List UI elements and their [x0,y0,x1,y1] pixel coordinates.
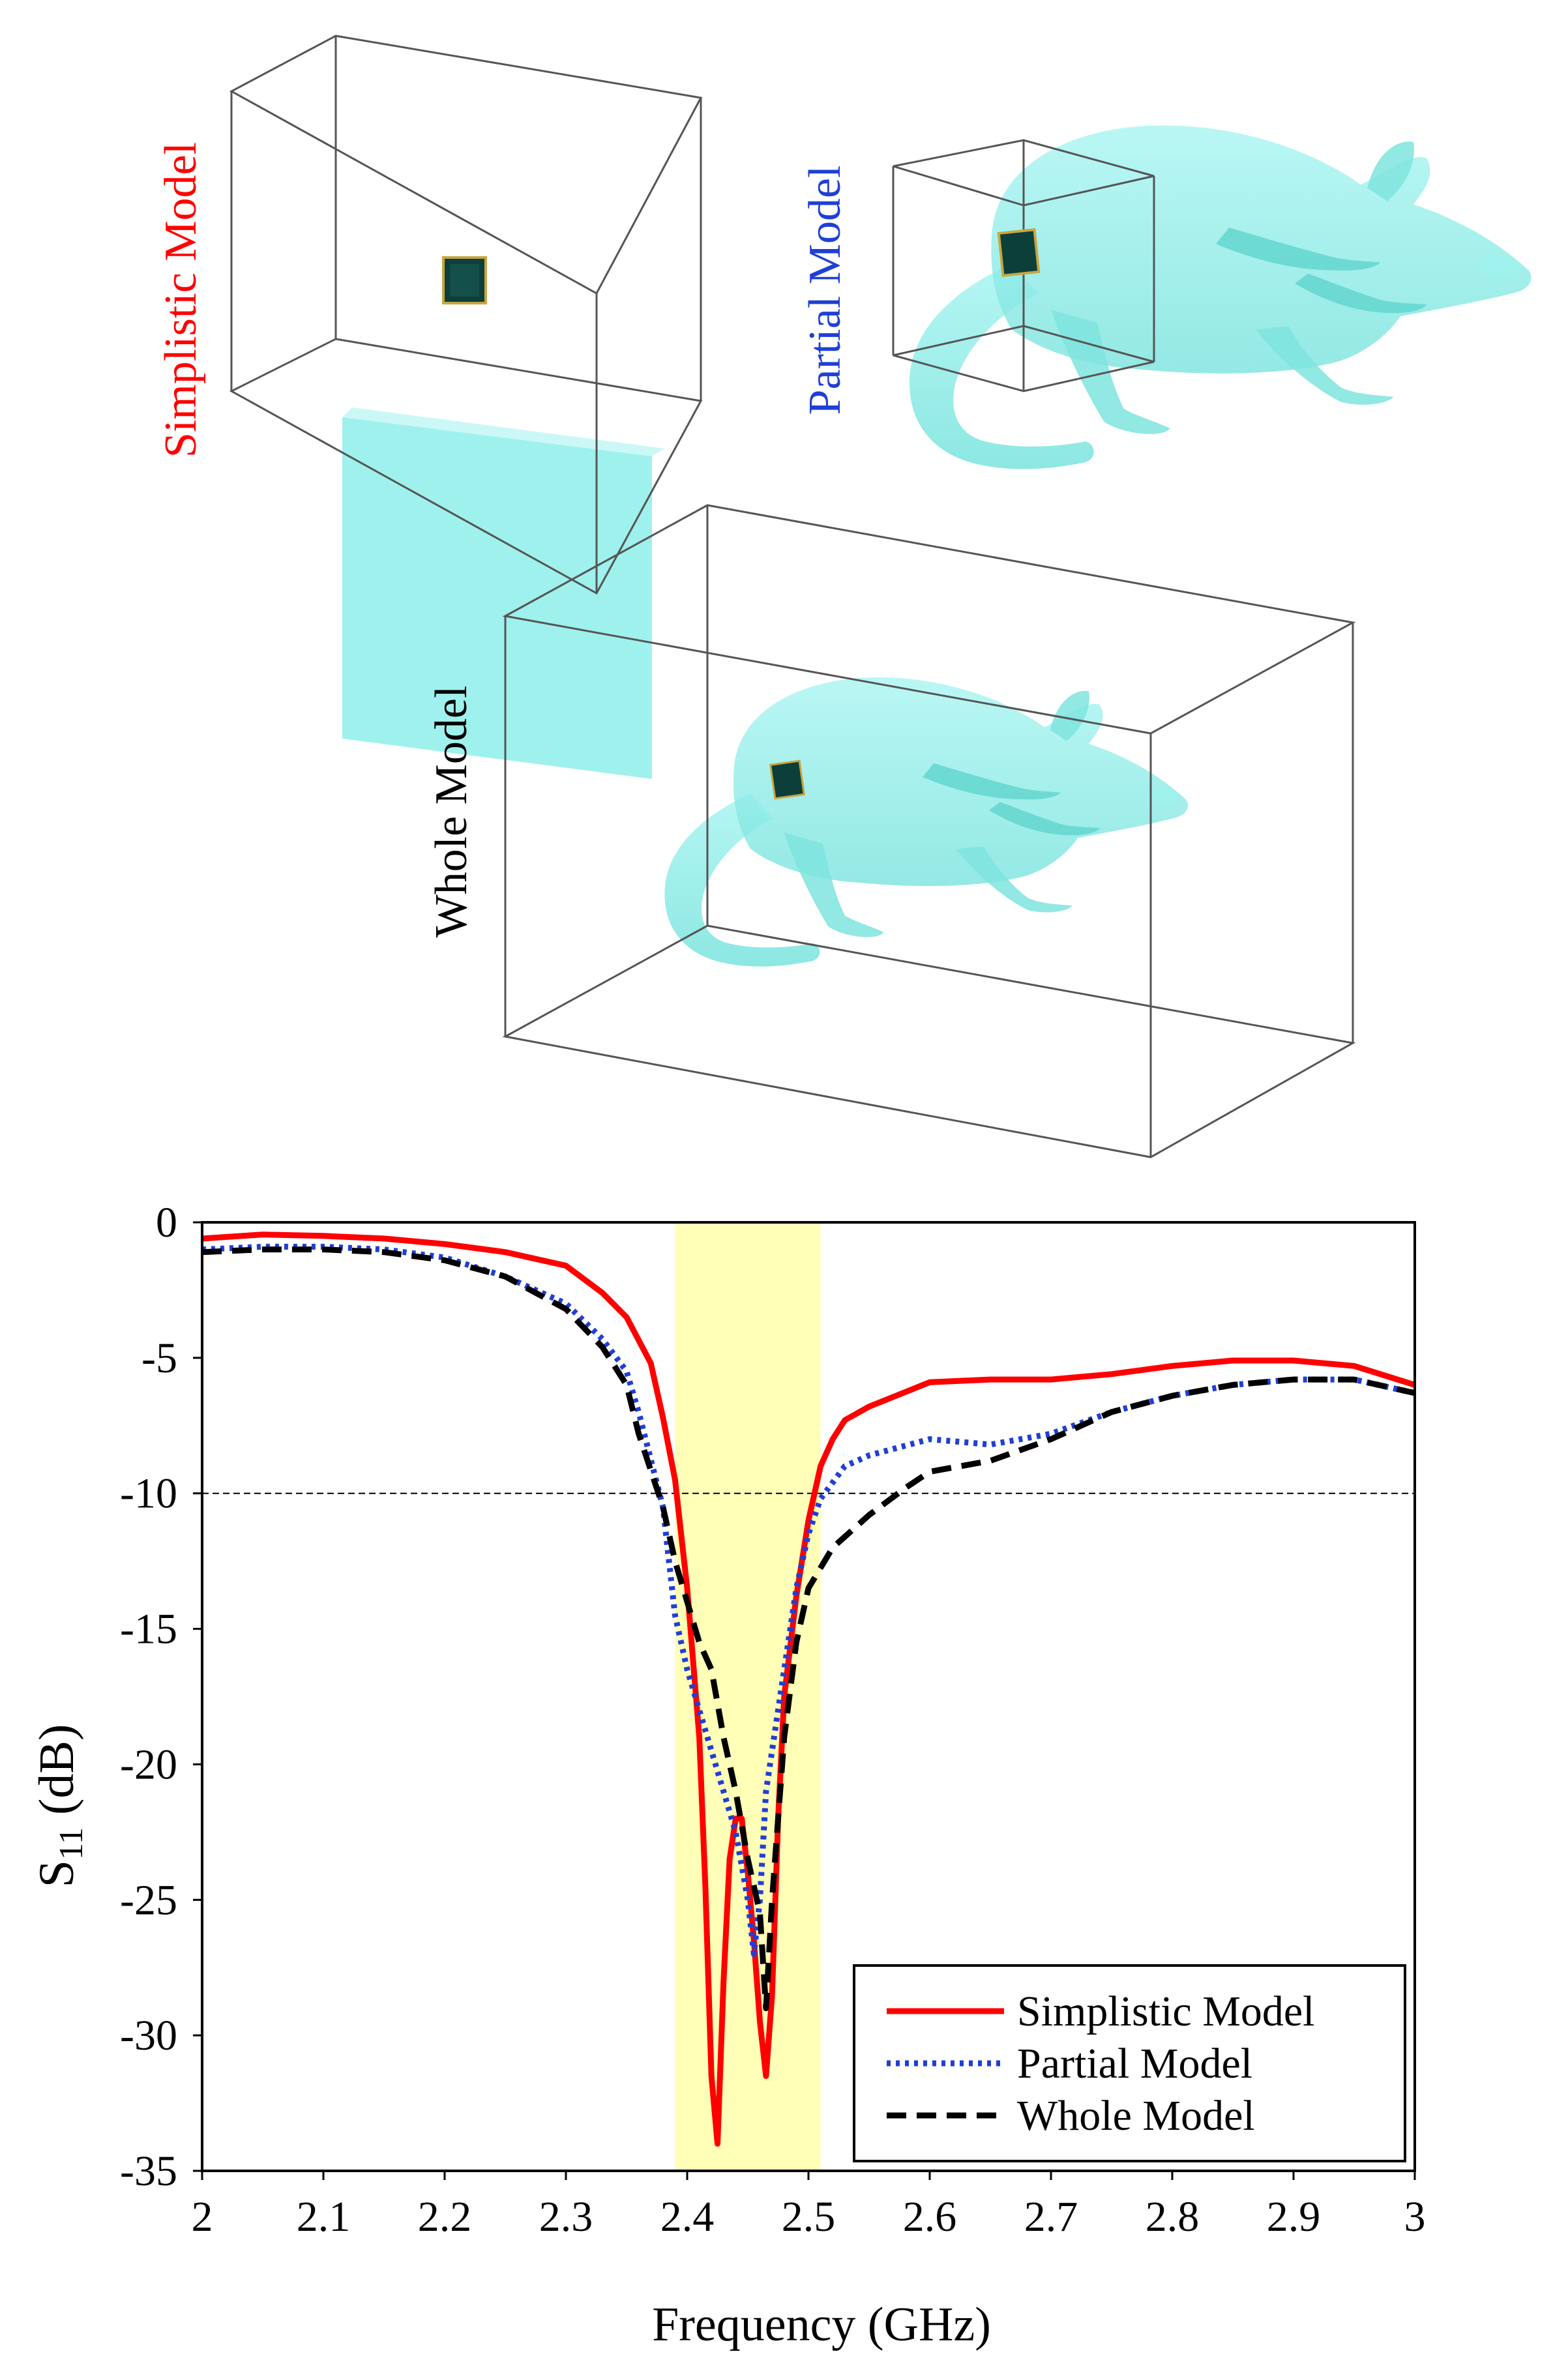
tissue-slab [342,417,652,779]
y-tick-label: -10 [120,1470,177,1518]
x-tick-label: 2.9 [1267,2193,1321,2241]
x-tick-label: 3 [1404,2193,1426,2241]
rat-model [909,125,1531,469]
implant-chip [769,759,806,800]
x-tick-label: 2.8 [1146,2193,1200,2241]
y-axis-label: S11 (dB) [29,1724,90,1888]
y-axis-label-main: S [29,1860,84,1887]
legend-label: Whole Model [1017,2092,1255,2140]
implant-chip [997,228,1041,277]
x-axis-label: Frequency (GHz) [652,2298,991,2351]
y-tick-label: -30 [120,2012,177,2059]
y-tick-label: -5 [141,1334,177,1382]
simplistic-model-illustration: Simplistic Model [156,35,703,779]
x-tick-label: 2.5 [782,2193,836,2241]
x-tick-label: 2.7 [1024,2193,1078,2241]
series-line-simplistic-model [201,1231,1416,2147]
whole-bounding-box [502,504,1356,1158]
y-tick-label: -25 [120,1876,177,1924]
rat-model [664,677,1189,967]
whole-model-illustration: Whole Model [426,504,1356,1158]
simplistic-model-label: Simplistic Model [156,142,206,458]
series-line-partial-model [201,1243,1415,1957]
model-illustrations: Simplistic Model Partial Model [156,35,1531,1158]
series-group [201,1231,1416,2147]
partial-model-illustration: Partial Model [800,125,1531,469]
y-tick-label: 0 [156,1199,177,1246]
y-tick-label: -15 [120,1606,177,1653]
legend-box [853,1964,1406,2162]
x-tick-label: 2.4 [660,2193,715,2241]
series-line-whole-model [201,1246,1415,2012]
x-axis-ticks: 2 2.1 2.2 2.3 2.4 2.5 2.6 2.7 2.8 2.9 3 [192,2171,1426,2241]
x-tick-label: 2.6 [903,2193,957,2241]
y-tick-label: -20 [120,1741,177,1788]
y-axis-label-unit: (dB) [29,1724,84,1827]
frequency-band-highlight [675,1222,821,2171]
legend-label: Partial Model [1017,2040,1252,2087]
whole-model-label: Whole Model [426,686,477,938]
y-axis-label-subscript: 11 [53,1827,90,1860]
y-axis-ticks: 0 -5 -10 -15 -20 -25 -30 -35 [120,1199,202,2195]
x-tick-label: 2.2 [418,2193,472,2241]
x-tick-label: 2.3 [539,2193,593,2241]
x-tick-label: 2.1 [297,2193,351,2241]
legend-label: Simplistic Model [1017,1988,1315,2035]
x-tick-label: 2 [192,2193,213,2241]
legend: Simplistic Model Partial Model Whole Model [853,1964,1406,2162]
s11-chart: 2 2.1 2.2 2.3 2.4 2.5 2.6 2.7 2.8 2.9 3 0 -5 -10 -15 -… [29,1199,1426,2351]
simplistic-bounding-box [229,35,703,595]
partial-model-label: Partial Model [800,166,850,415]
y-tick-label: -35 [120,2147,177,2195]
